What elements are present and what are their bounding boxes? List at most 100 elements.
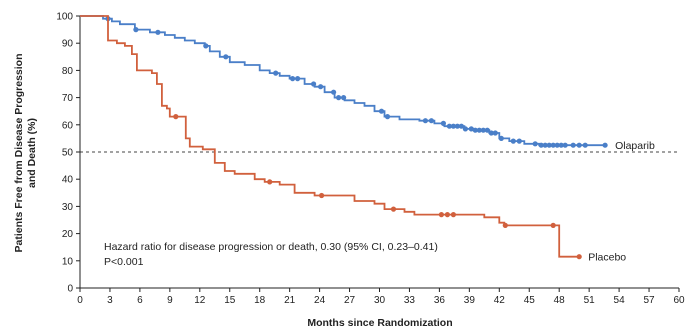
olaparib-censor-marker: [570, 142, 576, 148]
olaparib-censor-marker: [516, 138, 522, 144]
labels-layer: Patients Free from Disease Progression a…: [13, 54, 655, 330]
olaparib-censor-marker: [295, 76, 301, 82]
olaparib-censor-marker: [440, 120, 446, 126]
x-tick-label: 24: [314, 295, 326, 306]
x-tick-label: 51: [584, 295, 596, 306]
olaparib-censor-marker: [550, 142, 556, 148]
y-axis-title-line-2: and Death (%): [26, 118, 38, 188]
y-tick-label: 60: [62, 120, 74, 131]
placebo-censor-marker: [319, 192, 325, 199]
olaparib-censor-marker: [492, 130, 498, 136]
x-tick-label: 54: [614, 295, 626, 306]
x-tick-label: 9: [167, 295, 173, 306]
olaparib-censor-marker: [428, 118, 434, 124]
y-tick-label: 80: [62, 66, 74, 77]
placebo-curve: [80, 15, 580, 258]
olaparib-censor-marker: [331, 89, 337, 95]
y-tick-label: 100: [56, 12, 73, 23]
olaparib-censor-marker: [480, 127, 486, 133]
x-tick-label: 6: [137, 295, 143, 306]
series-olaparib: [80, 15, 608, 148]
placebo-censor-marker: [173, 114, 179, 120]
olaparib-censor-marker: [542, 142, 548, 148]
x-tick-label: 15: [224, 295, 236, 306]
x-tick-label: 39: [464, 295, 476, 306]
olaparib-censor-marker: [484, 127, 490, 133]
olaparib-censor-marker: [468, 126, 474, 132]
y-tick-label: 20: [62, 229, 74, 240]
olaparib-censor-marker: [318, 84, 324, 90]
placebo-censor-marker: [450, 212, 456, 218]
olaparib-censor-marker: [462, 126, 468, 132]
x-tick-label: 42: [494, 295, 506, 306]
olaparib-censor-marker: [454, 123, 460, 129]
x-tick-label: 27: [344, 295, 356, 306]
olaparib-censor-marker: [576, 142, 582, 148]
p-value-annotation: P<0.001: [104, 256, 144, 268]
olaparib-censor-marker: [155, 29, 161, 35]
x-tick-label: 36: [434, 295, 446, 306]
olaparib-censor-marker: [273, 70, 279, 76]
olaparib-censor-marker: [582, 142, 588, 148]
olaparib-curve: [80, 15, 605, 147]
olaparib-censor-marker: [498, 135, 504, 141]
series-placebo: [80, 15, 582, 260]
olaparib-censor-marker: [133, 27, 139, 33]
olaparib-censor-marker: [336, 95, 342, 101]
olaparib-censor-marker: [223, 54, 229, 60]
y-tick-label: 70: [62, 93, 74, 104]
olaparib-censor-marker: [538, 142, 544, 148]
x-tick-label: 48: [554, 295, 566, 306]
x-tick-label: 12: [194, 295, 206, 306]
y-tick-label: 10: [62, 256, 74, 267]
placebo-censor-marker: [267, 179, 273, 185]
placebo-censor-marker: [390, 206, 397, 212]
olaparib-censor-marker: [602, 142, 608, 148]
placebo-series-label: Placebo: [588, 252, 626, 264]
olaparib-censor-marker: [422, 118, 428, 124]
olaparib-censor-marker: [290, 76, 296, 82]
olaparib-censor-marker: [558, 142, 564, 148]
olaparib-censor-marker: [378, 108, 385, 114]
x-axis-title: Months since Randomization: [307, 317, 452, 329]
x-tick-label: 21: [284, 295, 296, 306]
x-tick-label: 18: [254, 295, 266, 306]
olaparib-censor-marker: [458, 123, 464, 129]
olaparib-censor-marker: [562, 142, 568, 148]
olaparib-series-label: Olaparib: [615, 140, 655, 152]
placebo-censor-marker: [438, 212, 444, 218]
olaparib-censor-marker: [510, 138, 516, 144]
y-tick-label: 0: [67, 284, 73, 295]
olaparib-censor-marker: [311, 81, 317, 87]
olaparib-censor-marker: [450, 123, 456, 129]
y-tick-label: 90: [62, 39, 74, 50]
placebo-censor-marker: [502, 222, 508, 228]
y-axis-title-line-1: Patients Free from Disease Progression: [13, 54, 25, 253]
placebo-censor-marker: [576, 254, 582, 260]
x-tick-label: 57: [643, 295, 655, 306]
olaparib-censor-marker: [384, 114, 391, 120]
olaparib-censor-marker: [446, 123, 452, 129]
olaparib-censor-marker: [532, 141, 538, 147]
placebo-censor-marker: [444, 212, 450, 218]
y-tick-label: 30: [62, 202, 74, 213]
x-tick-label: 3: [107, 295, 113, 306]
olaparib-censor-marker: [341, 95, 347, 101]
x-tick-label: 30: [374, 295, 386, 306]
x-tick-label: 0: [77, 295, 83, 306]
hazard-ratio-annotation: Hazard ratio for disease progression or …: [104, 241, 438, 253]
olaparib-censor-marker: [476, 127, 482, 133]
x-tick-label: 60: [673, 295, 685, 306]
x-tick-label: 45: [524, 295, 536, 306]
y-tick-label: 50: [62, 148, 74, 159]
olaparib-censor-marker: [554, 142, 560, 148]
olaparib-censor-marker: [203, 43, 209, 49]
olaparib-censor-marker: [472, 127, 478, 133]
olaparib-censor-marker: [546, 142, 552, 148]
y-tick-label: 40: [62, 175, 74, 186]
x-tick-label: 33: [404, 295, 416, 306]
series-layer: [80, 15, 608, 260]
olaparib-censor-marker: [488, 130, 494, 136]
